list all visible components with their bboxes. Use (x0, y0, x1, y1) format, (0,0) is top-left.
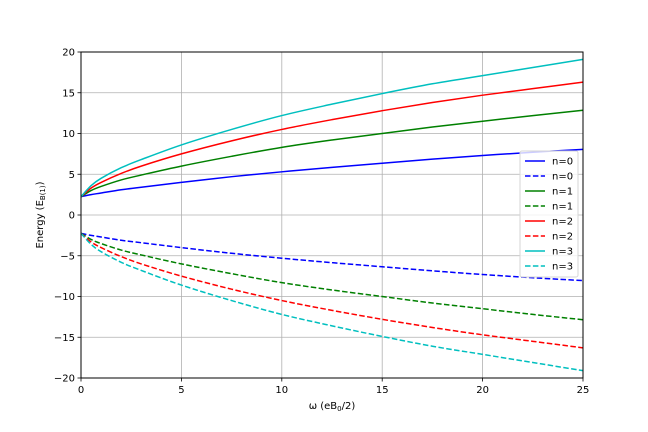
x-axis-label-part: ω (eB (309, 401, 338, 412)
series-line-n1-solid (80, 109, 584, 198)
legend-label: n=1 (552, 187, 573, 198)
legend: n=0 n=0 n=1 n=1 n=2 n=2 n=3 n=3 (519, 150, 579, 278)
grid-lines (80, 51, 584, 379)
y-tick-label: −15 (54, 333, 75, 344)
y-tick-label: −20 (54, 374, 75, 385)
series-line-n2-solid (80, 81, 584, 198)
x-tick-label: 0 (78, 385, 84, 396)
series-line-n3-solid (80, 58, 584, 198)
y-tick-label: −5 (60, 251, 75, 262)
series-line-n0-solid (80, 148, 584, 198)
series-line-n2-dashed (80, 232, 584, 349)
legend-label: n=3 (552, 262, 573, 273)
x-axis-label-part: 0 (337, 405, 341, 413)
y-axis-label: Energy (EB(1)) (35, 181, 47, 248)
legend-label: n=3 (552, 247, 573, 258)
y-axis-label-part: B(1) (39, 185, 47, 200)
x-axis-label: ω (eB0/2) (309, 401, 356, 413)
legend-label: n=2 (552, 232, 573, 243)
legend-label: n=0 (552, 157, 573, 168)
y-tick-label: 0 (69, 211, 75, 222)
axis-ticks: 0 5 10 15 20 25 −20 −15 −10 −5 0 5 10 15 20 (54, 48, 589, 397)
y-tick-label: 5 (69, 170, 75, 181)
y-tick-label: 15 (62, 88, 75, 99)
legend-label: n=1 (552, 202, 573, 213)
series-line-n1-dashed (80, 232, 584, 321)
series-lines (80, 58, 584, 372)
series-line-n0-dashed (80, 232, 584, 282)
y-axis-label-part: ) (35, 181, 46, 185)
x-tick-label: 10 (275, 385, 288, 396)
x-tick-label: 5 (178, 385, 184, 396)
series-line-n3-dashed (80, 232, 584, 372)
x-tick-label: 15 (376, 385, 389, 396)
y-tick-label: 10 (62, 129, 75, 140)
x-axis-label-part: /2) (342, 401, 356, 412)
legend-label: n=0 (552, 172, 573, 183)
y-tick-label: −10 (54, 292, 75, 303)
y-tick-label: 20 (62, 48, 75, 59)
x-tick-label: 20 (476, 385, 489, 396)
x-tick-label: 25 (577, 385, 590, 396)
legend-frame (519, 150, 579, 278)
y-axis-label-part: Energy (E (35, 200, 46, 248)
legend-label: n=2 (552, 217, 573, 228)
